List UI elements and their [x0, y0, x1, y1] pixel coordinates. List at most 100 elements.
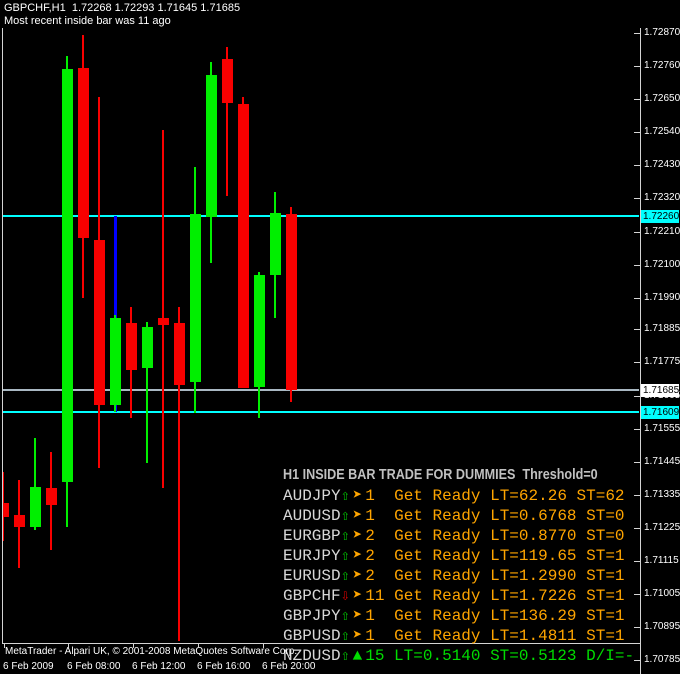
- price-axis-tick: [634, 165, 640, 166]
- candle-wick: [34, 438, 36, 530]
- candle-body: [94, 240, 105, 405]
- candle-body: [62, 69, 73, 482]
- upper-level-line: [2, 215, 639, 217]
- chart-area[interactable]: [2, 28, 639, 643]
- price-axis-tick: [634, 528, 640, 529]
- time-axis-tick: [198, 644, 199, 648]
- signal-marker-icon: ➤: [352, 527, 363, 545]
- candle-body: [158, 318, 169, 325]
- signal-text: 2 Get Ready LT=0.8770 ST=0: [365, 527, 625, 545]
- price-axis-tick: [634, 298, 640, 299]
- signal-text: 1 Get Ready LT=136.29 ST=1: [365, 607, 625, 625]
- price-axis-label: 1.71445: [644, 456, 680, 467]
- candle-wick: [226, 47, 228, 196]
- price-axis-line: [640, 28, 641, 674]
- signal-marker-icon: ➤: [352, 587, 363, 605]
- up-arrow-icon: ⇧: [340, 648, 350, 660]
- pair-name: AUDUSD: [283, 507, 341, 525]
- time-axis-tick: [263, 644, 264, 648]
- pair-name: GBPCHF: [283, 587, 341, 605]
- pair-name: EURGBP: [283, 527, 341, 545]
- signal-text: 1 Get Ready LT=1.4811 ST=1: [365, 627, 625, 645]
- signal-marker-icon: ➤: [352, 507, 363, 525]
- candle-body: [30, 487, 41, 527]
- price-axis-label: 1.71885: [644, 323, 680, 334]
- price-axis-tick: [634, 561, 640, 562]
- signal-marker-icon: ➤: [352, 547, 363, 565]
- candle-body: [126, 323, 137, 370]
- price-axis-label: 1.71775: [644, 356, 680, 367]
- pair-name: NZDUSD: [283, 647, 341, 661]
- pair-name: GBPJPY: [283, 607, 341, 625]
- panel-row-audjpy: AUDJPY⇧ ➤ 1 Get Ready LT=62.26 ST=62: [283, 487, 625, 506]
- panel-row-gbpjpy: GBPJPY⇧ ➤ 1 Get Ready LT=136.29 ST=1: [283, 607, 625, 626]
- price-level-badge: 1.71609: [641, 406, 680, 419]
- candle-body: [14, 515, 25, 527]
- candle-body: [238, 104, 249, 388]
- candle-wick: [146, 322, 148, 463]
- time-axis[interactable]: 6 Feb 2009 6 Feb 08:00 6 Feb 12:00 6 Feb 16…: [0, 660, 641, 674]
- copyright-text: MetaTrader - Alpari UK, © 2001-2008 Meta…: [5, 646, 298, 657]
- panel-row-nzdusd: NZDUSD⇧ ▲ 15 LT=0.5140 ST=0.5123 D/I=-: [283, 647, 635, 661]
- price-axis-label: 1.72540: [644, 126, 680, 137]
- price-axis-tick: [634, 198, 640, 199]
- signal-text: 15 LT=0.5140 ST=0.5123 D/I=-: [365, 647, 635, 661]
- indicator-panel-title: H1 INSIDE BAR TRADE FOR DUMMIES Threshol…: [283, 466, 598, 483]
- price-axis-tick: [634, 362, 640, 363]
- pair-name: GBPUSD: [283, 627, 341, 645]
- candle-body: [142, 327, 153, 368]
- time-axis-tick: [68, 644, 69, 648]
- price-level-badge: 1.72260: [641, 210, 680, 223]
- signal-text: 11 Get Ready LT=1.7226 ST=1: [365, 587, 625, 605]
- bid-price-line: [2, 389, 639, 391]
- price-axis-tick: [634, 99, 640, 100]
- price-axis-tick: [634, 495, 640, 496]
- price-axis-tick: [634, 329, 640, 330]
- up-arrow-icon: ⇧: [340, 488, 350, 505]
- signal-text: 1 Get Ready LT=0.6768 ST=0: [365, 507, 625, 525]
- price-level-badge: 1.71685: [641, 384, 680, 397]
- time-axis-label: 6 Feb 20:00: [262, 661, 316, 672]
- price-axis-label: 1.71555: [644, 423, 680, 434]
- price-axis-label: 1.71115: [644, 555, 679, 566]
- price-axis-label: 1.72100: [644, 259, 680, 270]
- price-axis-tick: [634, 33, 640, 34]
- up-arrow-icon: ⇧: [340, 548, 350, 565]
- pair-name: AUDJPY: [283, 487, 341, 505]
- signal-marker-icon: ➤: [352, 487, 363, 505]
- candle-body: [286, 214, 297, 390]
- price-axis-label: 1.72430: [644, 159, 680, 170]
- up-arrow-icon: ⇧: [340, 628, 350, 645]
- panel-row-eurgbp: EURGBP⇧ ➤ 2 Get Ready LT=0.8770 ST=0: [283, 527, 625, 546]
- up-arrow-icon: ⇧: [340, 508, 350, 525]
- price-axis-tick: [634, 396, 640, 397]
- candle-wick: [178, 307, 180, 641]
- price-axis-label: 1.72210: [644, 226, 680, 237]
- candle-wick: [162, 130, 164, 488]
- up-arrow-icon: ⇧: [340, 528, 350, 545]
- price-axis-tick: [634, 462, 640, 463]
- signal-text: 2 Get Ready LT=1.2990 ST=1: [365, 567, 625, 585]
- time-axis-label: 6 Feb 08:00: [67, 661, 121, 672]
- signal-text: 1 Get Ready LT=62.26 ST=62: [365, 487, 625, 505]
- candle-body: [110, 318, 121, 405]
- indicator-panel: H1 INSIDE BAR TRADE FOR DUMMIES Threshol…: [283, 466, 635, 661]
- time-axis-tick: [133, 644, 134, 648]
- price-axis-tick: [634, 66, 640, 67]
- price-axis[interactable]: 1.72870 1.72760 1.72650 1.72540 1.72430 1.723…: [641, 0, 680, 674]
- candle-body: [206, 75, 217, 217]
- candle-body: [222, 59, 233, 103]
- signal-text: 2 Get Ready LT=119.65 ST=1: [365, 547, 625, 565]
- time-axis-label: 6 Feb 2009: [3, 661, 54, 672]
- signal-marker-icon: ➤: [352, 627, 363, 645]
- panel-row-eurjpy: EURJPY⇧ ➤ 2 Get Ready LT=119.65 ST=1: [283, 547, 625, 566]
- price-axis-label: 1.72650: [644, 93, 680, 104]
- inside-bar-marker-line: [114, 216, 117, 412]
- chart-title-ohlc: GBPCHF,H1 1.72268 1.72293 1.71645 1.7168…: [4, 2, 241, 14]
- price-axis-label: 1.70785: [644, 654, 680, 665]
- up-arrow-icon: ⇧: [340, 568, 350, 585]
- panel-row-gbpchf: GBPCHF⇩ ➤ 11 Get Ready LT=1.7226 ST=1: [283, 587, 625, 606]
- signal-marker-icon: ➤: [352, 567, 363, 585]
- candle-body: [270, 213, 281, 275]
